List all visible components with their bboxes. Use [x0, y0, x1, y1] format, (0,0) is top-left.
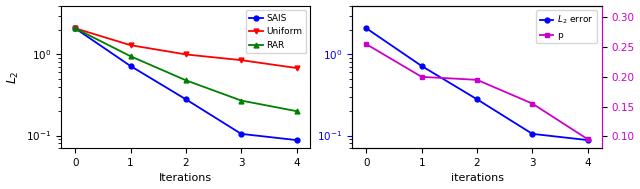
RAR [292, 110, 300, 112]
RAR [237, 99, 245, 102]
X-axis label: Iterations: Iterations [159, 174, 212, 184]
$L_2$ error [529, 133, 536, 135]
SAIS [292, 139, 300, 141]
$L_2$ error [362, 27, 370, 29]
$L_2$ error [418, 65, 426, 67]
$L_2$ error [584, 139, 591, 141]
$L_2$ error [473, 98, 481, 100]
RAR [127, 55, 134, 57]
Line: $L_2$ error: $L_2$ error [364, 26, 590, 143]
Uniform [127, 44, 134, 46]
Line: Uniform: Uniform [73, 26, 299, 70]
SAIS [182, 98, 189, 100]
RAR [182, 79, 189, 81]
p [418, 76, 426, 78]
Y-axis label: $L_2$: $L_2$ [6, 70, 20, 84]
Line: RAR: RAR [73, 26, 299, 114]
p [584, 138, 591, 140]
Uniform [292, 67, 300, 69]
p [529, 102, 536, 105]
X-axis label: iterations: iterations [451, 174, 504, 184]
p [473, 79, 481, 81]
Legend: SAIS, Uniform, RAR: SAIS, Uniform, RAR [246, 10, 306, 53]
Line: SAIS: SAIS [73, 26, 299, 143]
SAIS [237, 133, 245, 135]
RAR [71, 27, 79, 29]
Uniform [71, 27, 79, 29]
SAIS [71, 27, 79, 29]
Uniform [182, 53, 189, 56]
SAIS [127, 65, 134, 67]
p [362, 43, 370, 45]
Legend: $L_2$ error, p: $L_2$ error, p [536, 10, 597, 43]
Uniform [237, 59, 245, 61]
Line: p: p [364, 42, 590, 142]
